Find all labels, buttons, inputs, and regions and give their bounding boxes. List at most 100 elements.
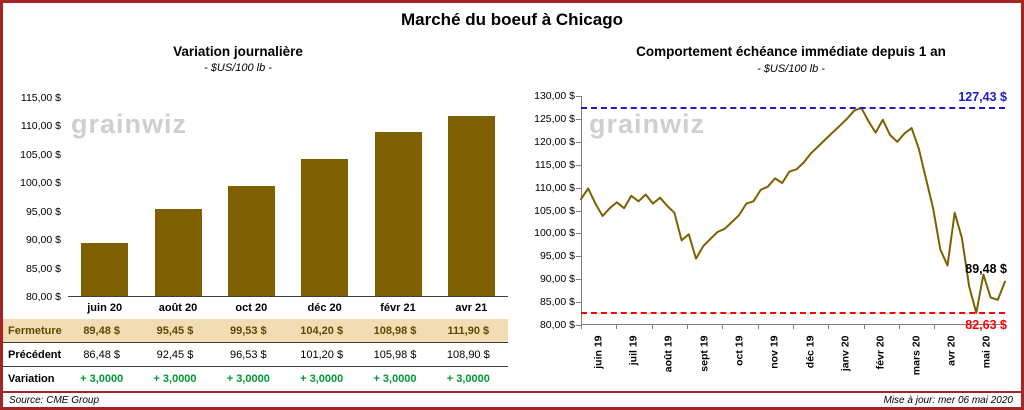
bar-x-label: avr 21 — [455, 302, 488, 314]
cell-precedent: 105,98 $ — [373, 349, 417, 361]
cell-precedent: 108,90 $ — [446, 349, 490, 361]
y-tick — [576, 187, 581, 189]
annotation-high-label: 127,43 $ — [958, 89, 1007, 104]
summary-table: Fermeture 89,48 $ 95,45 $ 99,53 $ 104,20 $ 10… — [3, 3, 1021, 407]
bar — [81, 243, 129, 297]
row-label-variation: Variation — [8, 373, 55, 385]
x-tick — [651, 325, 653, 329]
bar — [301, 159, 349, 297]
line-y-label: 110,00 $ — [534, 181, 575, 194]
bar-chart-subtitle: - $US/100 lb - — [204, 62, 272, 74]
bar — [374, 132, 422, 297]
cell-fermeture: 111,90 $ — [447, 325, 490, 337]
page-title: Marché du boeuf à Chicago — [401, 10, 623, 29]
bar-x-label: déc 20 — [307, 302, 342, 314]
x-tick — [616, 325, 618, 329]
annotation-low-line — [581, 311, 1005, 314]
x-tick — [863, 325, 865, 329]
month-label-10: mars 20 — [910, 335, 923, 376]
month-label-7: déc 19 — [804, 335, 817, 369]
line-y-label: 125,00 $ — [534, 112, 575, 125]
month-label-2: juil 19 — [627, 335, 640, 366]
x-tick — [969, 325, 971, 329]
cell-precedent: 86,48 $ — [83, 349, 121, 361]
line-y-label: 130,00 $ — [534, 90, 575, 102]
line-chart-y-axis: 130,00 $ 125,00 $ 120,00 $ 115,00 $ 110,00 $… — [3, 3, 1021, 407]
bar-y-label: 80,00 $ — [25, 291, 61, 303]
line-chart-frame — [581, 96, 1005, 325]
month-label-4: sept 19 — [698, 335, 711, 372]
y-tick — [576, 233, 581, 235]
annotation-last-label: 89,48 $ — [965, 261, 1007, 276]
y-tick — [576, 141, 581, 143]
bar-y-label: 115,00 $ — [20, 92, 61, 104]
table-row-fermeture: Fermeture 89,48 $ 95,45 $ 99,53 $ 104,20 $ 10… — [3, 319, 508, 343]
bar-y-label: 110,00 $ — [20, 120, 61, 133]
cell-variation: + 3,0000 — [153, 373, 197, 385]
cell-precedent: 92,45 $ — [156, 349, 194, 361]
line-y-label: 115,00 $ — [534, 158, 575, 171]
y-tick — [576, 256, 581, 258]
bar-chart-x-axis: juin 20 août 20 oct 20 déc 20 févr 21 avr 21 — [3, 3, 1021, 407]
source-note: Source: CME Group — [9, 395, 100, 406]
bar-x-label: oct 20 — [235, 302, 268, 314]
grainwiz-watermark-left: grainwiz — [71, 109, 188, 139]
bar — [227, 185, 275, 297]
row-label-precedent: Précédent — [8, 349, 62, 361]
table-row-precedent: Précédent 86,48 $ 92,45 $ 96,53 $ 101,20 $ 10… — [3, 343, 508, 367]
cell-variation: + 3,0000 — [300, 373, 344, 385]
line-y-label: 120,00 $ — [534, 135, 575, 148]
bar-y-label: 90,00 $ — [25, 234, 61, 247]
bar-y-label: 100,00 $ — [20, 177, 61, 190]
bar-chart-y-axis: 115,00 $ 110,00 $ 105,00 $ 100,00 $ 95,00 $ 9… — [3, 3, 1021, 407]
line-y-label: 95,00 $ — [539, 250, 575, 263]
y-tick — [576, 210, 581, 212]
y-tick — [576, 164, 581, 166]
x-tick — [793, 325, 794, 329]
y-tick — [576, 118, 581, 120]
cell-variation: + 3,0000 — [446, 373, 490, 385]
month-label-5: oct 19 — [733, 335, 746, 366]
line-chart-canvas — [580, 106, 1006, 314]
x-tick — [1005, 325, 1006, 329]
bar-chart-plot — [3, 3, 1021, 407]
line-y-label: 105,00 $ — [534, 204, 575, 217]
y-tick — [576, 96, 581, 97]
cell-variation: + 3,0000 — [80, 373, 124, 385]
x-tick — [687, 325, 688, 329]
month-label-11: avr 20 — [945, 335, 958, 366]
bar-y-label: 95,00 $ — [25, 205, 61, 218]
x-tick — [757, 325, 759, 329]
x-tick — [722, 325, 724, 329]
cell-fermeture: 89,48 $ — [83, 325, 121, 337]
footer-separator — [3, 391, 1021, 393]
bar — [154, 209, 202, 297]
y-tick — [576, 302, 581, 304]
y-tick — [576, 325, 581, 326]
line-chart-subtitle: - $US/100 lb - — [757, 63, 825, 75]
annotation-low-label: 82,63 $ — [965, 317, 1007, 332]
x-tick — [899, 325, 900, 329]
line-y-label: 90,00 $ — [539, 273, 575, 286]
y-tick — [576, 279, 581, 281]
bar-x-label: févr 21 — [380, 302, 416, 314]
cell-variation: + 3,0000 — [373, 373, 417, 385]
annotation-high-line — [581, 106, 1005, 109]
row-label-fermeture: Fermeture — [8, 325, 62, 337]
bar-y-label: 85,00 $ — [25, 262, 61, 275]
x-tick — [934, 325, 936, 329]
month-label-3: août 19 — [662, 335, 675, 373]
bar-x-label: juin 20 — [87, 302, 123, 314]
cell-variation: + 3,0000 — [226, 373, 270, 385]
line-y-label: 100,00 $ — [534, 227, 575, 240]
cell-fermeture: 108,98 $ — [373, 325, 417, 337]
cell-fermeture: 95,45 $ — [156, 325, 194, 337]
grainwiz-watermark-right: grainwiz — [589, 109, 706, 139]
line-y-label: 85,00 $ — [539, 296, 575, 309]
line-chart-title: Comportement échéance immédiate depuis 1… — [636, 44, 946, 59]
x-tick — [581, 325, 582, 329]
month-label-12: mai 20 — [980, 335, 993, 369]
update-note: Mise à jour: mer 06 mai 2020 — [883, 395, 1013, 406]
month-label-8: janv 20 — [839, 335, 852, 372]
